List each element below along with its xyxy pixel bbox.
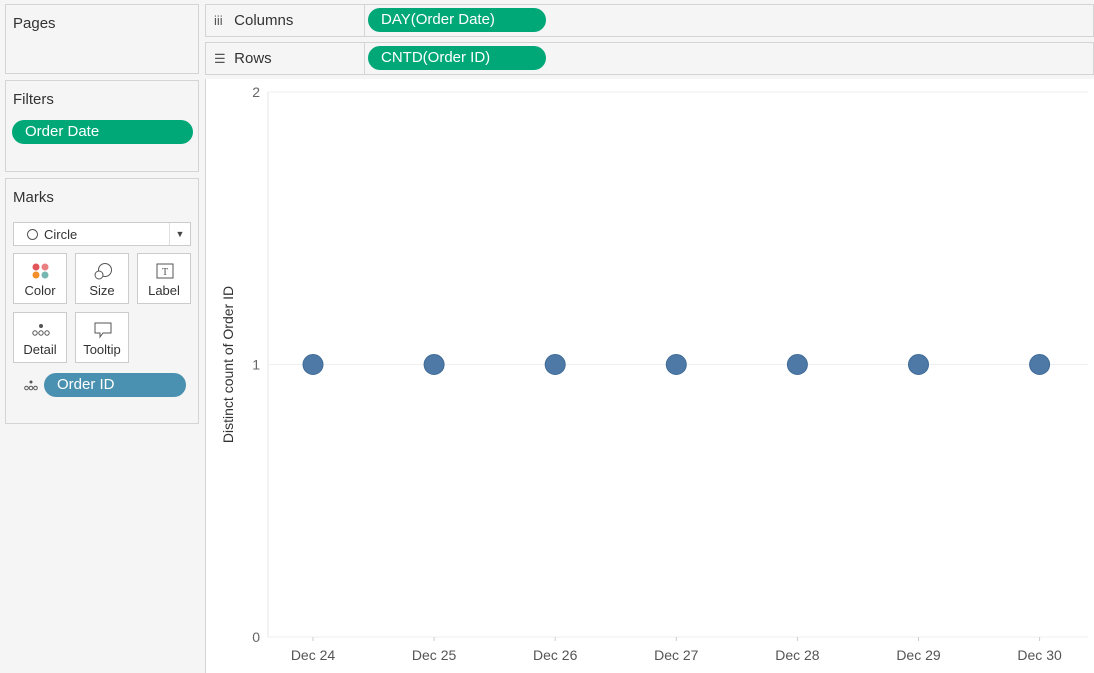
rows-pill-cntd-order-id[interactable]: CNTD(Order ID) [368,46,546,70]
x-tick-label: Dec 27 [654,647,699,663]
color-label: Color [24,283,56,298]
label-label: Label [148,283,180,298]
marks-title: Marks [13,189,54,206]
size-icon [94,263,112,280]
pages-title: Pages [13,15,56,32]
detail-pill-order-id[interactable]: Order ID [44,373,186,397]
chevron-down-icon[interactable]: ▼ [169,223,190,245]
circle-mark-icon [27,229,38,240]
tooltip-button[interactable]: Tooltip [75,312,129,363]
x-tick-label: Dec 30 [1017,647,1062,663]
columns-icon: iii [214,13,223,28]
y-axis-title: Distinct count of Order ID [220,286,236,443]
data-point[interactable] [302,354,324,375]
data-point[interactable] [786,354,808,375]
viz-area[interactable]: 0 1 2 Distinct count of Order ID Dec 24 Dec 2… [205,79,1094,673]
y-tick-label: 1 [252,357,260,373]
label-button[interactable]: T Label [137,253,191,304]
x-tick-label: Dec 25 [412,647,457,663]
x-tick-label: Dec 28 [775,647,820,663]
detail-icon [32,324,50,336]
color-icon [32,263,49,279]
x-tick-label: Dec 26 [533,647,578,663]
scatter-chart[interactable]: 0 1 2 Distinct count of Order ID Dec 24 Dec 2… [206,79,1094,673]
data-point[interactable] [908,354,929,375]
filters-card[interactable]: Filters Order Date [5,80,199,172]
size-label: Size [89,283,115,298]
tooltip-label: Tooltip [83,342,121,357]
svg-text:T: T [162,267,168,278]
detail-icon [24,380,38,391]
data-point[interactable] [544,354,566,375]
data-point[interactable] [423,354,445,375]
filters-title: Filters [13,91,54,108]
color-button[interactable]: Color [13,253,67,304]
mark-type-dropdown[interactable]: Circle ▼ [13,222,191,246]
marks-card[interactable]: Marks Circle ▼ Color Size T Label [5,178,199,424]
y-tick-label: 2 [252,84,260,100]
pages-card[interactable]: Pages [5,4,199,74]
columns-shelf-label: iii Columns [206,5,365,36]
data-point[interactable] [1029,354,1051,375]
rows-icon: ☰ [214,51,226,66]
x-tick-label: Dec 24 [291,647,336,663]
filter-pill-order-date[interactable]: Order Date [12,120,193,144]
detail-button[interactable]: Detail [13,312,67,363]
data-point[interactable] [665,354,687,375]
y-tick-label: 0 [252,629,260,645]
mark-type-label: Circle [44,227,78,242]
tooltip-icon [94,322,112,339]
detail-label: Detail [23,342,57,357]
columns-label-text: Columns [234,12,294,29]
columns-pill-day-order-date[interactable]: DAY(Order Date) [368,8,546,32]
size-button[interactable]: Size [75,253,129,304]
x-tick-label: Dec 29 [896,647,941,663]
rows-shelf-label: ☰ Rows [206,43,365,74]
label-icon: T [156,263,174,279]
rows-shelf[interactable]: ☰ Rows CNTD(Order ID) [205,42,1094,75]
columns-shelf[interactable]: iii Columns DAY(Order Date) [205,4,1094,37]
rows-label-text: Rows [234,50,272,67]
